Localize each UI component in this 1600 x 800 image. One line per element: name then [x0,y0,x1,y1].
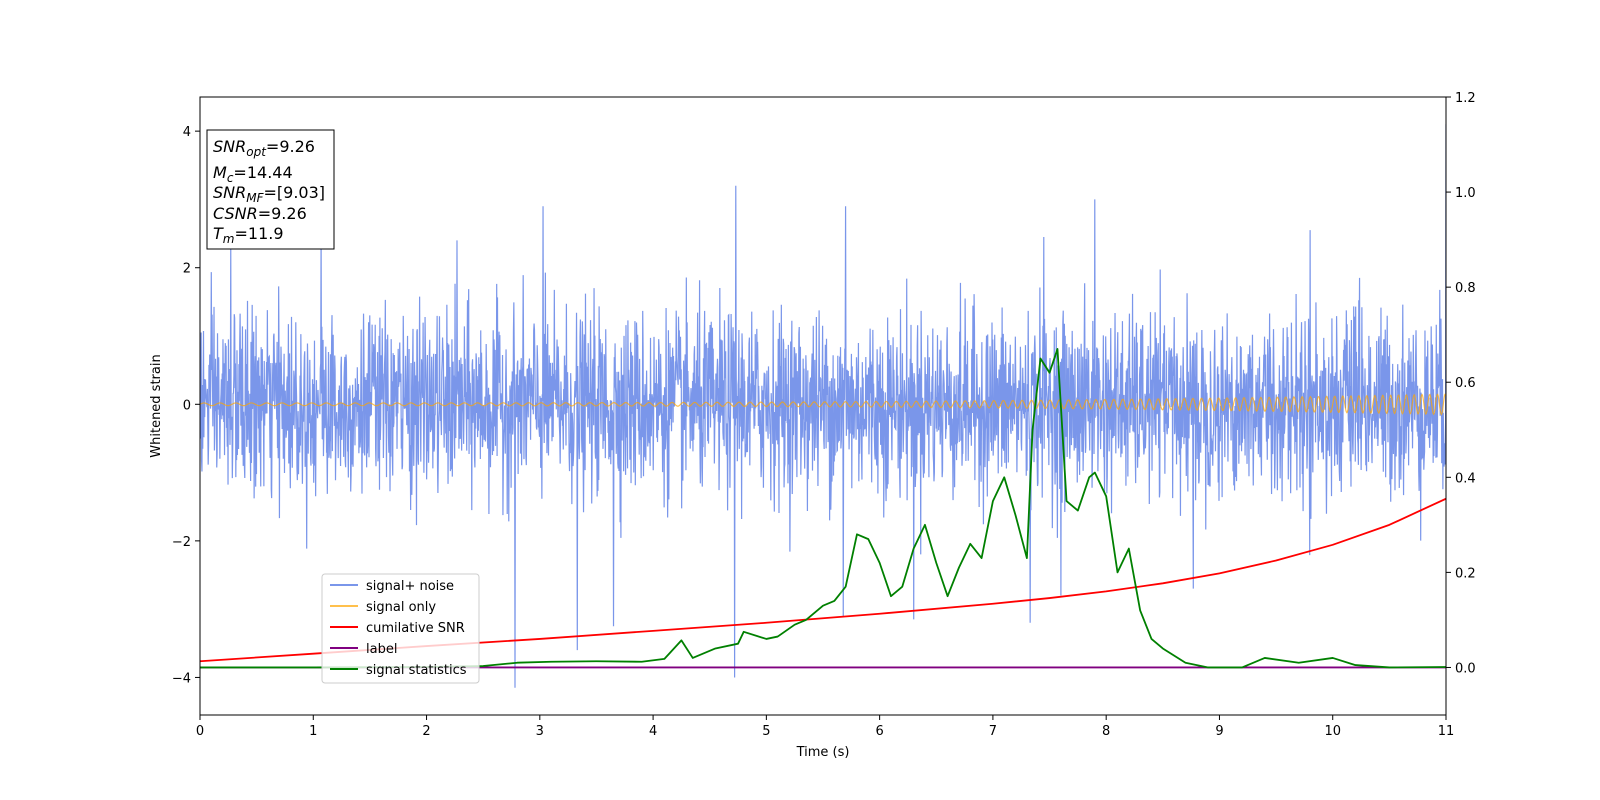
x-axis: 0 1 2 3 4 5 6 7 8 9 10 11 [196,715,1454,739]
x-tick-label: 6 [875,724,883,739]
annotation-line: Mc=14.44 [213,163,293,185]
legend-label: signal+ noise [366,579,454,594]
annotation-line: SNRMF=[9.03] [213,183,325,205]
y-left-tick-label: −4 [172,671,191,686]
x-axis-label: Time (s) [796,745,850,760]
series-cumilative-snr-line [200,497,1446,663]
y-right-tick-label: 1.2 [1455,91,1476,106]
plot-frame [199,96,1447,716]
x-tick-label: 8 [1102,724,1110,739]
y-left-tick-label: 2 [183,262,191,277]
series-signal-statistics-line [200,348,1446,669]
y-right-tick-label: 0.0 [1455,661,1476,676]
y-left-tick-label: −2 [172,535,191,550]
series-signal-only-line [200,393,1446,416]
y-axis-left: 4 2 0 −2 −4 [172,125,200,686]
y-right-tick-label: 0.6 [1455,376,1476,391]
y-right-tick-label: 0.2 [1455,566,1476,581]
y-axis-right: 1.2 1.0 0.8 0.6 0.4 0.2 0.0 [1446,91,1476,676]
legend-label: signal statistics [366,663,467,678]
x-tick-label: 9 [1215,724,1223,739]
annotation-box: SNRopt=9.26 Mc=14.44SNRMF=[9.03]CSNR=9.26… [206,129,335,250]
x-tick-label: 11 [1438,724,1455,739]
x-tick-label: 1 [309,724,317,739]
x-tick-label: 4 [649,724,657,739]
x-tick-label: 3 [536,724,544,739]
y-right-tick-label: 1.0 [1455,186,1476,201]
x-tick-label: 0 [196,724,204,739]
legend-label: signal only [366,600,436,615]
y-left-tick-label: 0 [183,398,191,413]
legend-frame [321,573,480,684]
annotation-line: SNRopt=9.26 [213,137,315,159]
y-axis-label: Whitened strain [149,354,164,457]
x-tick-label: 5 [762,724,770,739]
legend-label: label [366,642,397,657]
legend-label: cumilative SNR [366,621,465,636]
y-left-tick-label: 4 [183,125,191,140]
x-tick-label: 2 [422,724,430,739]
annotation-frame [206,129,335,250]
y-right-tick-label: 0.4 [1455,471,1476,486]
x-tick-label: 7 [989,724,997,739]
y-right-tick-label: 0.8 [1455,281,1476,296]
annotation-line: CSNR=9.26 [213,204,307,223]
annotation-line: Tm=11.9 [213,224,284,246]
x-tick-label: 10 [1324,724,1341,739]
legend: signal+ noise signal only cumilative SNR la… [321,573,480,684]
series-signal-noise-line [200,124,1446,688]
